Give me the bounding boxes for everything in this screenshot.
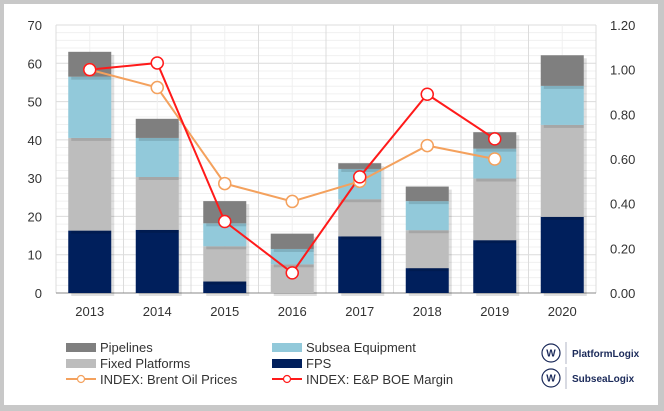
y2-tick-label: 1.00 — [610, 63, 635, 78]
y-tick-label: 60 — [28, 56, 42, 71]
y-tick-label: 70 — [28, 18, 42, 33]
x-tick-label: 2015 — [210, 304, 239, 319]
line-point — [488, 152, 502, 166]
y-tick-label: 30 — [28, 171, 42, 186]
line-point — [488, 132, 502, 146]
bar-pipelines — [338, 163, 382, 169]
line-point — [218, 176, 232, 191]
bar-pipelines — [270, 233, 314, 249]
bar-fps — [68, 230, 112, 293]
bar-fps — [338, 236, 382, 293]
legend-label: INDEX: E&P BOE Margin — [306, 372, 453, 387]
line-point — [285, 266, 299, 280]
y-tick-label: 20 — [28, 209, 42, 224]
y2-tick-label: 0.40 — [610, 197, 635, 212]
legend-label: Fixed Platforms — [100, 356, 191, 371]
bar-pipelines — [135, 118, 179, 138]
bar-fps — [540, 216, 584, 293]
legend-marker — [282, 374, 292, 384]
bar-pipelines — [540, 55, 584, 86]
logo-mark-icon — [541, 343, 561, 363]
y2-tick-label: 0.20 — [610, 241, 635, 256]
line-point — [83, 62, 97, 77]
line-point — [150, 56, 164, 70]
line-point — [420, 87, 434, 101]
y2-tick-label: 0.80 — [610, 107, 635, 122]
bar-subsea-equipment — [270, 248, 314, 265]
legend-marker — [76, 374, 86, 384]
bar-fixed-platforms — [540, 124, 584, 217]
line-point — [420, 138, 434, 153]
y-tick-label: 0 — [35, 286, 42, 301]
line-point — [353, 170, 367, 184]
legend-label: INDEX: Brent Oil Prices — [100, 372, 238, 387]
line-point — [285, 194, 299, 209]
y-tick-label: 50 — [28, 95, 42, 110]
logo-mark-icon — [541, 368, 561, 388]
bar-fixed-platforms — [338, 199, 382, 237]
legend-label: Subsea Equipment — [306, 340, 416, 355]
y2-tick-label: 0.60 — [610, 152, 635, 167]
bar-fps — [473, 240, 517, 293]
bar-fps — [203, 281, 247, 293]
bar-subsea-equipment — [135, 137, 179, 177]
bar-subsea-equipment — [68, 76, 112, 138]
y-tick-label: 10 — [28, 248, 42, 263]
bar-fixed-platforms — [473, 178, 517, 241]
x-tick-label: 2019 — [480, 304, 509, 319]
legend-label: FPS — [306, 356, 332, 371]
x-tick-label: 2020 — [548, 304, 577, 319]
logo-mark: W — [546, 374, 556, 385]
legend-swatch — [272, 343, 302, 352]
line-point — [218, 214, 232, 229]
y2-tick-label: 0.00 — [610, 286, 635, 301]
x-tick-label: 2016 — [278, 304, 307, 319]
x-tick-label: 2017 — [345, 304, 374, 319]
legend-swatch — [66, 359, 96, 368]
bar-fixed-platforms — [203, 246, 247, 282]
bar-subsea-equipment — [405, 201, 449, 231]
bar-pipelines — [405, 186, 449, 202]
bar-pipelines — [203, 201, 247, 224]
logo-mark: W — [546, 349, 556, 360]
legend-swatch — [272, 359, 302, 368]
line-point — [150, 80, 164, 95]
bar-subsea-equipment — [540, 85, 584, 125]
bar-fps — [135, 229, 179, 293]
bar-fixed-platforms — [68, 137, 112, 231]
x-tick-label: 2018 — [413, 304, 442, 319]
bar-fixed-platforms — [405, 230, 449, 269]
bar-fps — [405, 268, 449, 293]
y2-tick-label: 1.20 — [610, 18, 635, 33]
logo-text: PlatformLogix — [572, 349, 640, 360]
bar-shadow — [341, 166, 385, 172]
legend-swatch — [66, 343, 96, 352]
logo-text: SubseaLogix — [572, 374, 635, 385]
y-tick-label: 40 — [28, 133, 42, 148]
bar-fixed-platforms — [135, 176, 179, 230]
x-tick-label: 2014 — [143, 304, 172, 319]
x-tick-label: 2013 — [75, 304, 104, 319]
legend-label: Pipelines — [100, 340, 153, 355]
